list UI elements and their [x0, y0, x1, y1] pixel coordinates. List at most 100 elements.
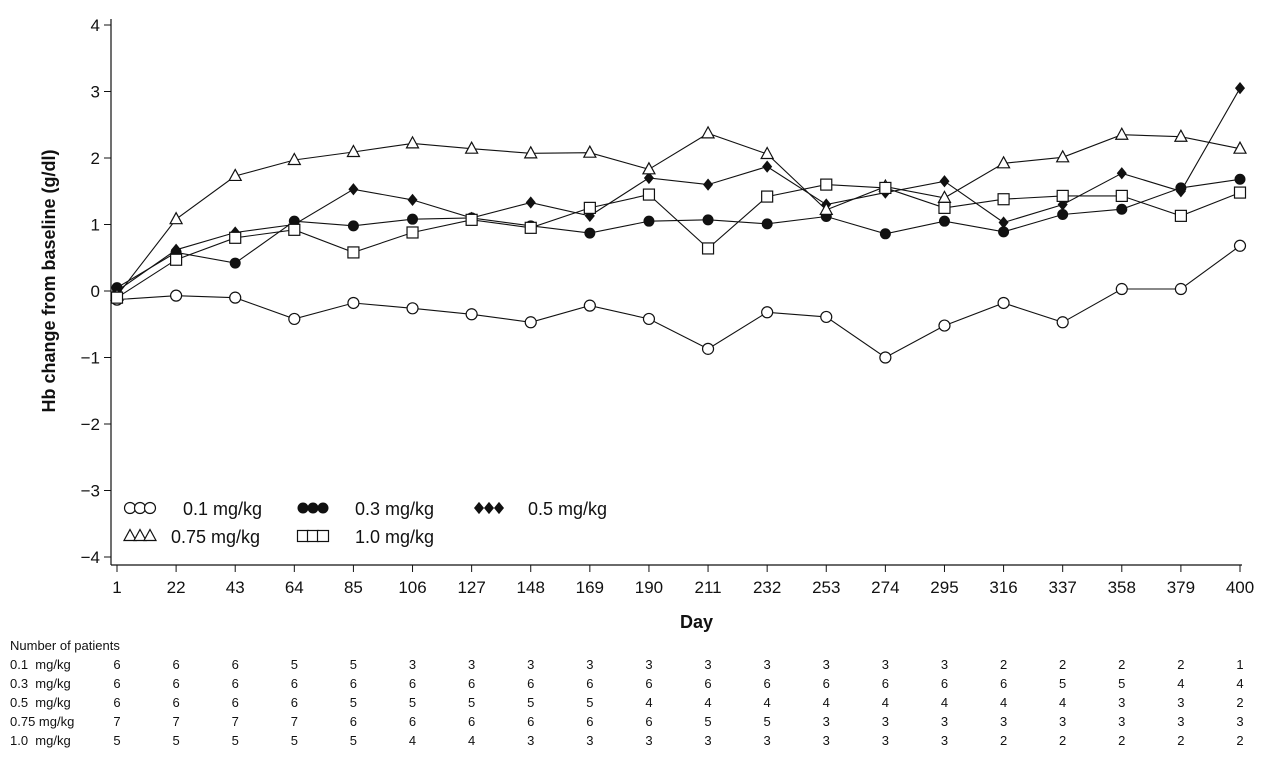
- patients-count-cell: 3: [763, 657, 771, 672]
- patients-count-cell: 6: [408, 714, 417, 729]
- data-point-0-1-mg-kg: [170, 289, 183, 302]
- patients-count-cell: 7: [172, 714, 180, 729]
- patients-count-cell: 6: [172, 657, 180, 672]
- x-tick-label: 169: [576, 578, 604, 597]
- series-line-0-1-mg-kg: [116, 245, 1241, 359]
- data-point-0-3-mg-kg: [643, 215, 655, 227]
- series-points-0-3-mg-kg: [111, 173, 1246, 294]
- patients-count-cell: 3: [1177, 695, 1185, 710]
- patients-count-cell: 5: [527, 695, 535, 710]
- patients-count-cell: 3: [704, 657, 712, 672]
- data-point-0-75-mg-kg: [819, 202, 834, 215]
- data-point-0-5-mg-kg: [1234, 82, 1246, 95]
- y-tick-label: −4: [81, 548, 100, 567]
- series-line-0-5-mg-kg: [116, 87, 1241, 292]
- legend-item-0-1-mg-kg: 0.1 mg/kg: [123, 499, 262, 519]
- data-point-0-5-mg-kg: [1175, 185, 1186, 198]
- legend-item-0-75-mg-kg: 0.75 mg/kg: [122, 527, 260, 547]
- data-point-0-1-mg-kg: [1056, 316, 1069, 329]
- patients-count-cell: 6: [999, 676, 1008, 691]
- patients-count-cell: 6: [231, 676, 239, 691]
- patients-count-cell: 3: [408, 657, 417, 672]
- data-point-0-75-mg-kg: [1114, 126, 1129, 140]
- patients-count-cell: 4: [940, 695, 949, 710]
- data-point-1-0-mg-kg: [1233, 186, 1247, 199]
- patients-row-label: 0.5 mg/kg: [10, 695, 71, 710]
- data-point-0-75-mg-kg: [523, 145, 538, 159]
- legend-marker: [132, 528, 148, 542]
- legend-marker: [123, 501, 137, 515]
- x-tick-label: 22: [167, 578, 186, 597]
- patients-count-cell: 5: [349, 695, 358, 710]
- legend-marker: [133, 501, 147, 515]
- x-axis-title: Day: [680, 612, 713, 632]
- patients-count-cell: 4: [645, 695, 653, 710]
- x-tick-label: 358: [1108, 578, 1136, 597]
- y-tick-label: −1: [81, 349, 100, 368]
- legend-marker: [306, 529, 320, 543]
- data-point-1-0-mg-kg: [1174, 209, 1187, 222]
- patients-count-cell: 2: [1236, 733, 1244, 748]
- data-point-0-5-mg-kg: [939, 175, 950, 188]
- legend-marker: [483, 501, 495, 515]
- patients-count-cell: 6: [468, 676, 476, 691]
- patients-count-cell: 6: [468, 714, 476, 729]
- x-tick-label: 43: [226, 578, 245, 597]
- data-point-0-1-mg-kg: [997, 296, 1010, 310]
- legend-item-0-3-mg-kg: 0.3 mg/kg: [297, 499, 434, 519]
- patients-count-cell: 5: [290, 657, 298, 672]
- series-line-0-75-mg-kg: [116, 132, 1241, 297]
- data-point-0-75-mg-kg: [405, 135, 420, 149]
- patients-count-cell: 3: [1118, 695, 1126, 710]
- patients-count-cell: 6: [586, 714, 594, 729]
- patients-count-cell: 4: [1177, 676, 1185, 691]
- patients-count-cell: 3: [999, 714, 1008, 729]
- patients-count-cell: 6: [231, 695, 239, 710]
- data-point-0-3-mg-kg: [229, 257, 241, 269]
- patients-count-cell: 6: [822, 676, 830, 691]
- data-point-0-5-mg-kg: [762, 160, 773, 173]
- patients-count-cell: 5: [349, 657, 358, 672]
- patients-count-cell: 6: [645, 676, 653, 691]
- legend-label: 0.3 mg/kg: [355, 499, 434, 519]
- data-point-0-3-mg-kg: [584, 227, 596, 239]
- patients-row-label: 1.0 mg/kg: [10, 733, 71, 748]
- patients-count-cell: 3: [822, 733, 830, 748]
- data-point-1-0-mg-kg: [110, 291, 124, 304]
- patients-count-cell: 2: [1059, 733, 1067, 748]
- legend-marker: [316, 529, 330, 543]
- patients-count-cell: 3: [881, 714, 889, 729]
- patients-count-cell: 4: [1059, 695, 1067, 710]
- data-point-0-3-mg-kg: [761, 218, 773, 230]
- data-point-0-5-mg-kg: [998, 216, 1009, 229]
- x-tick-label: 148: [517, 578, 545, 597]
- patients-count-cell: 4: [468, 733, 476, 748]
- patients-count-cell: 3: [822, 714, 830, 729]
- data-point-0-3-mg-kg: [1234, 173, 1246, 185]
- data-point-0-1-mg-kg: [642, 312, 656, 326]
- patients-count-cell: 2: [999, 657, 1008, 672]
- data-point-1-0-mg-kg: [820, 178, 833, 191]
- data-point-0-3-mg-kg: [407, 213, 419, 225]
- data-point-0-1-mg-kg: [1174, 282, 1187, 296]
- legend-label: 1.0 mg/kg: [355, 527, 434, 547]
- patients-count-cell: 6: [704, 676, 712, 691]
- patients-count-cell: 5: [586, 695, 594, 710]
- data-point-0-3-mg-kg: [1116, 203, 1128, 215]
- y-tick-label: 2: [91, 149, 100, 168]
- data-point-0-75-mg-kg: [1173, 128, 1188, 142]
- patients-count-cell: 3: [645, 733, 653, 748]
- data-point-0-1-mg-kg: [583, 299, 596, 312]
- patients-count-cell: 3: [940, 657, 949, 672]
- data-point-1-0-mg-kg: [1056, 189, 1069, 203]
- data-point-0-1-mg-kg: [465, 308, 478, 321]
- legend-label: 0.5 mg/kg: [528, 499, 607, 519]
- data-point-0-3-mg-kg: [1057, 209, 1069, 221]
- data-point-0-5-mg-kg: [348, 183, 359, 196]
- legend-marker: [143, 501, 157, 515]
- patients-count-cell: 5: [290, 733, 298, 748]
- x-tick-label: 190: [635, 578, 663, 597]
- data-point-0-1-mg-kg: [761, 306, 774, 319]
- patients-count-cell: 5: [468, 695, 476, 710]
- data-point-0-3-mg-kg: [938, 215, 950, 227]
